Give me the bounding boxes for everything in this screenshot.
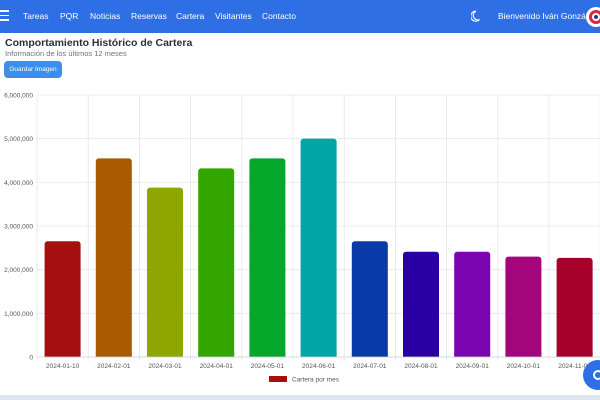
bar-2024-02-01 bbox=[95, 158, 132, 357]
avatar[interactable] bbox=[586, 7, 600, 27]
x-tick-label: 2024-08-01 bbox=[404, 363, 438, 370]
x-tick-label: 2024-05-01 bbox=[251, 363, 285, 370]
bar-base-2024-09-01 bbox=[454, 353, 491, 357]
bar-base-2024-10-01 bbox=[505, 353, 542, 357]
nav-link-pqr[interactable]: PQR bbox=[60, 11, 79, 21]
x-tick-label: 2024-04-01 bbox=[200, 363, 234, 370]
top-navbar: Tareas PQR Noticias Reservas Cartera Vis… bbox=[0, 0, 600, 33]
bar-2024-03-01 bbox=[147, 187, 183, 357]
bar-base-2024-02-01 bbox=[95, 353, 132, 357]
y-tick-label: 3,000,000 bbox=[4, 224, 33, 231]
floating-action-button[interactable] bbox=[583, 360, 600, 390]
legend-label: Cartera por mes bbox=[292, 377, 340, 384]
x-tick-label: 2024-02-01 bbox=[97, 363, 131, 370]
page-bottom-strip bbox=[0, 395, 600, 400]
bar-2024-09-01 bbox=[454, 251, 491, 357]
nav-link-cartera[interactable]: Cartera bbox=[176, 11, 205, 21]
x-tick-label: 2024-03-01 bbox=[148, 363, 182, 370]
bar-base-2024-06-01 bbox=[300, 353, 337, 357]
bar-2024-06-01 bbox=[300, 138, 337, 357]
bar-base-2024-07-01 bbox=[351, 353, 388, 357]
bar-2024-10-01 bbox=[505, 256, 542, 357]
x-tick-label: 2024-09-01 bbox=[456, 363, 490, 370]
y-tick-label: 5,000,000 bbox=[4, 136, 33, 143]
save-image-button[interactable]: Guardar Imagen bbox=[4, 61, 62, 78]
nav-link-noticias[interactable]: Noticias bbox=[90, 11, 121, 21]
legend-swatch bbox=[269, 376, 287, 382]
nav-link-contacto[interactable]: Contacto bbox=[262, 11, 297, 21]
bar-base-2024-05-01 bbox=[249, 353, 286, 357]
bar-chart: 0 1,000,000 2,000,000 3,000,000 4,000,000 5,0… bbox=[4, 93, 600, 384]
bar-2024-11-01 bbox=[556, 257, 593, 357]
bar-base-2024-08-01 bbox=[403, 353, 439, 357]
nav-link-visitantes[interactable]: Visitantes bbox=[215, 11, 252, 21]
x-tick-label: 2024-06-01 bbox=[302, 363, 336, 370]
x-tick-label: 2024-07-01 bbox=[353, 363, 387, 370]
bar-base-2024-03-01 bbox=[147, 353, 183, 357]
bar-2024-01-10 bbox=[44, 241, 81, 357]
bar-2024-04-01 bbox=[198, 168, 235, 357]
x-tick-label: 2024-11-01 bbox=[558, 363, 591, 370]
card-subtitle: Información de los últimos 12 meses bbox=[5, 49, 127, 58]
x-tick-label: 2024-10-01 bbox=[507, 363, 541, 370]
bar-2024-08-01 bbox=[403, 251, 439, 357]
welcome-user-text: Bienvenido Iván González bbox=[498, 11, 597, 21]
bar-2024-05-01 bbox=[249, 158, 286, 357]
chart-card: Comportamiento Histórico de Cartera Info… bbox=[0, 33, 600, 395]
nav-link-reservas[interactable]: Reservas bbox=[131, 11, 167, 21]
settings-icon[interactable] bbox=[593, 370, 600, 380]
bar-base-2024-01-10 bbox=[44, 353, 81, 357]
x-tick-label: 2024-01-10 bbox=[46, 363, 80, 370]
card-title: Comportamiento Histórico de Cartera bbox=[5, 37, 193, 49]
bar-2024-07-01 bbox=[351, 241, 388, 357]
y-tick-label: 2,000,000 bbox=[4, 267, 33, 274]
y-tick-label: 6,000,000 bbox=[4, 93, 33, 100]
bar-base-2024-11-01 bbox=[556, 353, 593, 357]
nav-link-tareas[interactable]: Tareas bbox=[23, 11, 49, 21]
y-tick-label: 4,000,000 bbox=[4, 180, 33, 187]
y-tick-label: 0 bbox=[29, 355, 33, 362]
bar-base-2024-04-01 bbox=[198, 353, 235, 357]
moon-icon[interactable] bbox=[471, 10, 483, 22]
hamburger-menu-icon[interactable] bbox=[0, 10, 9, 22]
y-tick-label: 1,000,000 bbox=[4, 311, 33, 318]
